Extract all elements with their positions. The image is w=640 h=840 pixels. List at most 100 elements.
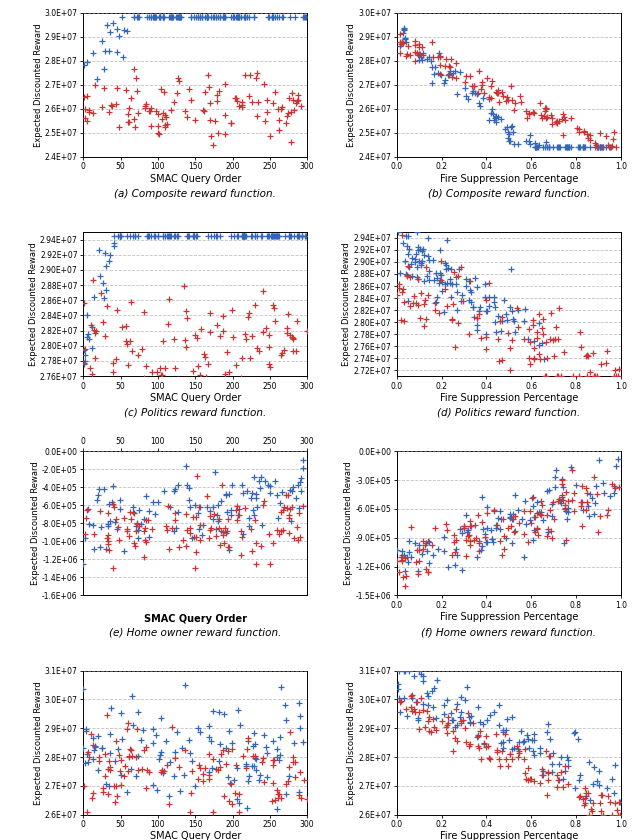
Point	[588, 491, 598, 505]
Point	[408, 702, 419, 716]
Point	[397, 549, 408, 562]
Point	[139, 743, 149, 756]
Point	[193, 722, 204, 735]
Point	[291, 491, 301, 505]
Point	[270, 314, 280, 328]
Point	[294, 785, 304, 799]
Point	[79, 59, 89, 72]
Point	[523, 732, 533, 745]
Point	[532, 522, 542, 535]
Point	[513, 302, 523, 315]
Point	[114, 29, 124, 43]
Point	[111, 81, 122, 95]
Point	[285, 229, 295, 243]
Point	[193, 11, 204, 24]
Point	[543, 766, 553, 780]
Point	[144, 11, 154, 24]
Point	[115, 229, 125, 243]
Point	[250, 491, 260, 505]
Point	[435, 274, 445, 287]
Point	[163, 229, 173, 243]
Point	[160, 361, 170, 375]
Point	[513, 137, 523, 150]
Point	[274, 123, 284, 137]
Point	[227, 11, 237, 24]
Point	[557, 494, 568, 507]
Point	[127, 501, 138, 514]
Point	[603, 138, 613, 151]
Point	[131, 71, 141, 85]
Point	[263, 479, 273, 492]
Point	[188, 510, 198, 523]
Point	[557, 472, 567, 486]
Point	[285, 11, 296, 24]
Point	[585, 793, 595, 806]
Point	[243, 11, 253, 24]
Point	[523, 535, 533, 549]
Point	[282, 322, 292, 335]
Point	[481, 740, 492, 753]
Point	[280, 229, 290, 243]
Point	[140, 305, 150, 318]
Point	[424, 50, 434, 64]
Point	[508, 312, 518, 326]
Point	[222, 505, 232, 518]
Point	[496, 324, 506, 338]
Point	[239, 229, 249, 243]
Point	[592, 140, 602, 154]
Point	[414, 38, 424, 51]
Point	[172, 229, 182, 243]
Point	[244, 511, 254, 524]
Point	[249, 11, 259, 24]
Point	[139, 524, 149, 538]
Point	[489, 113, 499, 127]
Point	[132, 531, 143, 544]
Point	[100, 259, 111, 272]
Point	[456, 716, 466, 729]
Point	[241, 332, 252, 345]
Point	[284, 760, 294, 774]
Point	[451, 56, 461, 70]
Point	[212, 763, 223, 776]
Point	[486, 91, 497, 104]
Point	[301, 11, 311, 24]
Point	[420, 536, 431, 549]
Point	[474, 741, 484, 754]
Point	[554, 492, 564, 506]
Point	[155, 11, 165, 24]
Point	[544, 749, 554, 763]
Point	[427, 60, 437, 74]
Point	[154, 753, 164, 766]
Point	[561, 486, 572, 499]
Point	[289, 737, 299, 750]
Point	[203, 11, 213, 24]
Point	[291, 344, 301, 357]
Point	[598, 476, 608, 490]
Point	[440, 60, 451, 73]
Point	[414, 47, 424, 60]
Point	[234, 788, 244, 801]
Point	[410, 45, 420, 59]
Point	[463, 739, 474, 753]
Point	[474, 307, 484, 321]
Point	[223, 795, 234, 808]
Point	[175, 11, 185, 24]
Point	[542, 529, 552, 543]
Point	[276, 506, 286, 519]
Point	[448, 713, 458, 727]
Point	[402, 709, 412, 722]
Point	[412, 272, 422, 286]
Point	[463, 711, 474, 724]
Point	[105, 764, 115, 777]
Point	[230, 91, 241, 104]
Point	[264, 11, 274, 24]
Point	[78, 741, 88, 754]
Point	[108, 387, 118, 401]
Point	[234, 806, 244, 819]
Point	[509, 138, 519, 151]
Point	[428, 548, 438, 561]
Point	[267, 11, 277, 24]
Point	[205, 734, 216, 748]
Point	[552, 780, 562, 793]
Point	[430, 60, 440, 74]
